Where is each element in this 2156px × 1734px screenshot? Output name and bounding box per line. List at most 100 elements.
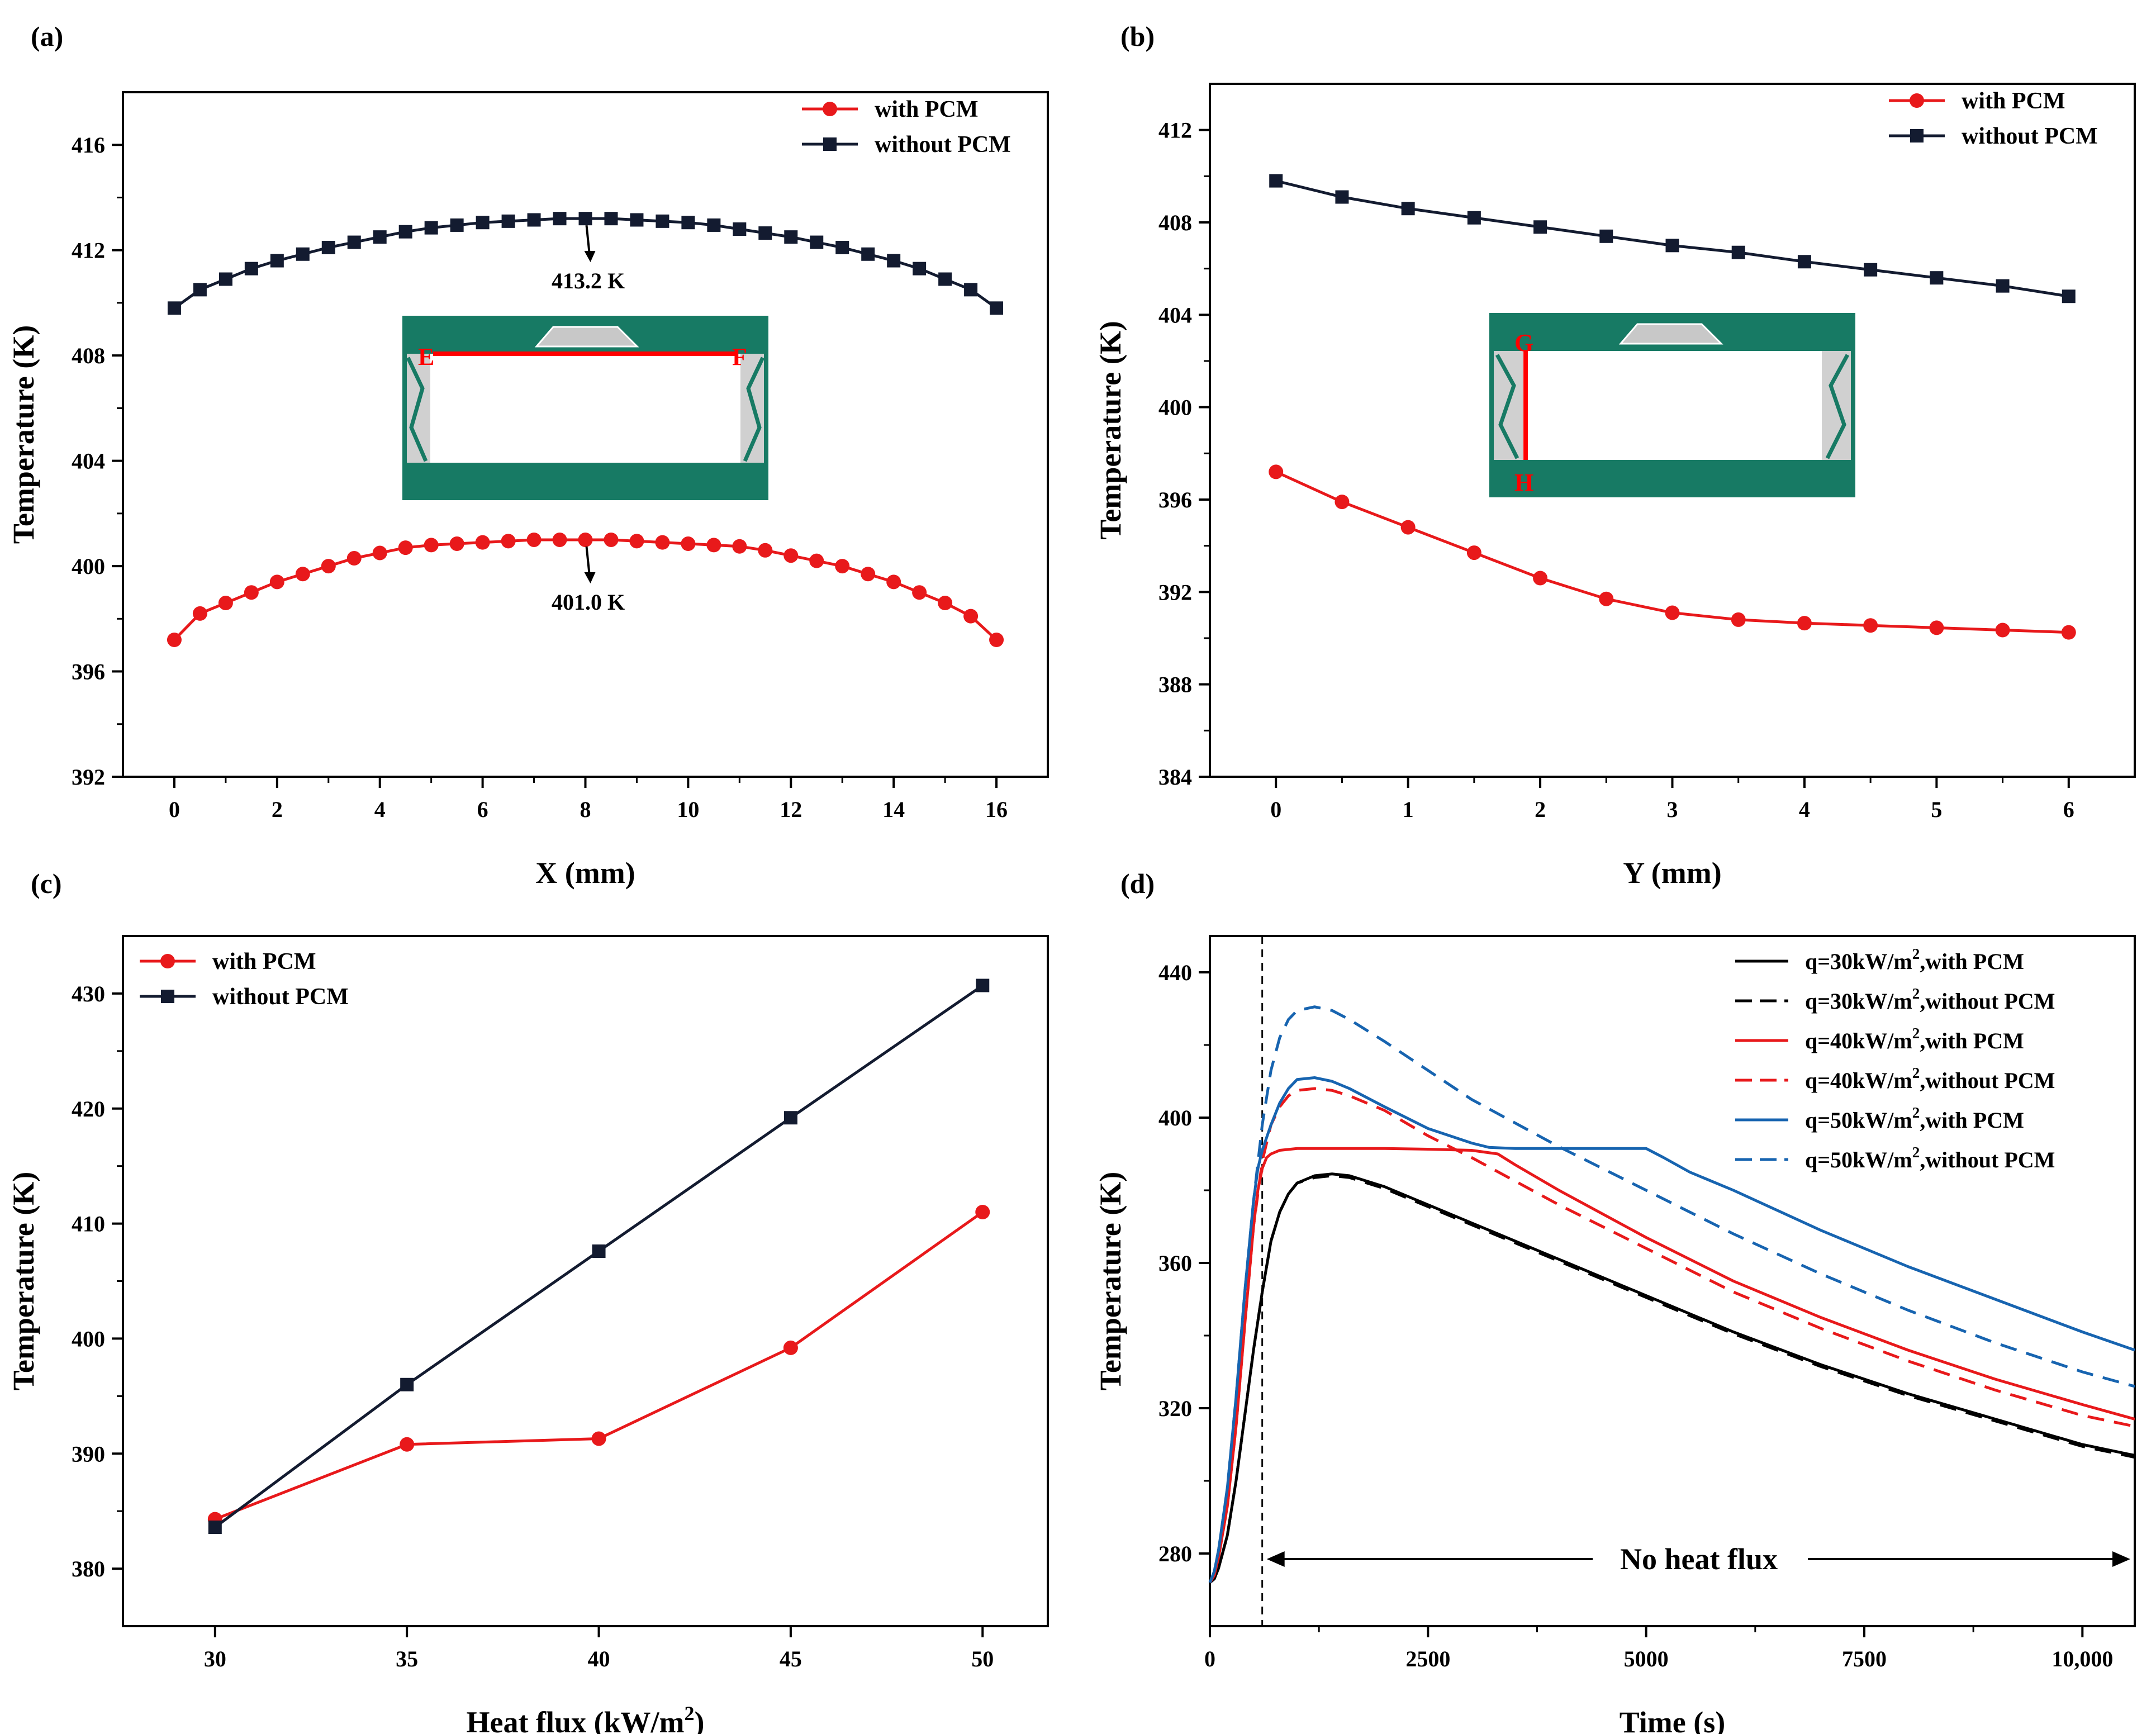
x-tick-label: 2 bbox=[272, 797, 283, 822]
data-point-with-pcm bbox=[732, 539, 747, 554]
data-point-without-pcm bbox=[604, 212, 618, 226]
data-point-with-pcm bbox=[1335, 495, 1350, 510]
x-tick-label: 0 bbox=[169, 797, 180, 822]
data-point-without-pcm bbox=[167, 301, 181, 315]
annotation-max-without-pcm: 413.2 K bbox=[552, 268, 625, 293]
inset-channel bbox=[1523, 351, 1822, 460]
panel-label-d: (d) bbox=[1120, 868, 1155, 899]
y-tick-label: 416 bbox=[72, 132, 105, 158]
plot-frame bbox=[1209, 935, 2136, 1627]
chart-panel-a: 0 2 4 6 8 10 12 14 16 392 396 400 404 408 412 416 X (mm)… bbox=[7, 91, 1049, 890]
x-axis-title: Y (mm) bbox=[1623, 856, 1721, 890]
x-tick-label: 2500 bbox=[1405, 1646, 1450, 1671]
data-point-with-pcm bbox=[346, 550, 362, 566]
data-point-without-pcm bbox=[193, 283, 207, 297]
data-point-without-pcm bbox=[1864, 263, 1878, 277]
x-tick-label: 0 bbox=[1270, 797, 1281, 822]
data-point-with-pcm bbox=[1797, 616, 1812, 631]
data-point-with-pcm bbox=[578, 532, 593, 547]
data-point-with-pcm bbox=[1466, 545, 1481, 560]
plot-frame bbox=[122, 935, 1049, 1627]
data-point-without-pcm bbox=[656, 214, 669, 228]
data-point-with-pcm bbox=[475, 535, 490, 550]
series-line-without-pcm bbox=[173, 217, 998, 310]
data-point-without-pcm bbox=[810, 235, 824, 249]
panel-label-c: (c) bbox=[31, 868, 62, 899]
inset-fin-right bbox=[1825, 354, 1850, 459]
data-point-without-pcm bbox=[707, 218, 721, 232]
y-tick-label: 412 bbox=[1158, 118, 1192, 143]
y-tick-label: 408 bbox=[72, 343, 105, 368]
data-point-with-pcm bbox=[1863, 618, 1878, 633]
data-point-without-pcm bbox=[219, 272, 232, 286]
x-tick-label: 30 bbox=[204, 1646, 226, 1671]
data-point-with-pcm bbox=[938, 596, 953, 611]
data-point-without-pcm bbox=[1533, 220, 1547, 234]
y-tick-label: 400 bbox=[1158, 395, 1192, 420]
legend-label-tail: ,with PCM bbox=[1920, 1028, 2024, 1053]
no-heat-flux-label: No heat flux bbox=[1620, 1542, 1778, 1576]
data-point-without-pcm bbox=[835, 240, 849, 254]
legend-label-sup: 2 bbox=[1912, 1025, 1920, 1042]
data-point-without-pcm bbox=[1665, 239, 1679, 253]
data-point-without-pcm bbox=[1599, 229, 1613, 243]
legend-label-name: q=50kW/m bbox=[1805, 1147, 1912, 1172]
inset-channel bbox=[430, 354, 740, 463]
x-tick-label: 8 bbox=[580, 797, 591, 822]
inset-fin-left bbox=[1495, 354, 1519, 459]
x-tick-label: 0 bbox=[1204, 1646, 1215, 1671]
legend-label: q=50kW/m2,with PCM bbox=[1805, 1104, 2024, 1133]
data-point-without-pcm bbox=[347, 235, 361, 249]
data-point-with-pcm bbox=[400, 1437, 415, 1452]
data-point-without-pcm bbox=[1401, 202, 1415, 216]
y-axis-title: Temperature (K) bbox=[1094, 1172, 1127, 1390]
legend-label-tail: ,without PCM bbox=[1920, 1068, 2055, 1093]
data-point-with-pcm bbox=[1731, 612, 1746, 627]
data-point-with-pcm bbox=[681, 536, 696, 552]
data-point-without-pcm bbox=[476, 216, 490, 230]
legend-marker bbox=[161, 990, 174, 1003]
legend-label: q=40kW/m2,with PCM bbox=[1805, 1025, 2024, 1053]
arrowhead-left bbox=[1266, 1551, 1285, 1567]
x-tick-label: 4 bbox=[1799, 797, 1810, 822]
y-tick-label: 430 bbox=[72, 981, 105, 1006]
legend-label: q=30kW/m2,with PCM bbox=[1805, 946, 2024, 974]
x-axis-title-sup: 2 bbox=[685, 1702, 695, 1725]
data-point-with-pcm bbox=[321, 559, 336, 574]
data-point-without-pcm bbox=[321, 240, 335, 254]
data-point-without-pcm bbox=[2062, 289, 2076, 303]
data-point-with-pcm bbox=[1995, 623, 2010, 638]
x-tick-label: 7500 bbox=[1842, 1646, 1887, 1671]
data-point-without-pcm bbox=[1335, 190, 1349, 204]
x-axis-title-tail: ) bbox=[695, 1706, 705, 1734]
legend-marker bbox=[823, 137, 837, 151]
data-point-without-pcm bbox=[208, 1520, 222, 1534]
data-point-with-pcm bbox=[989, 633, 1004, 647]
data-point-with-pcm bbox=[629, 534, 644, 549]
legend-marker bbox=[823, 102, 837, 116]
data-point-with-pcm bbox=[912, 585, 927, 600]
data-point-with-pcm bbox=[424, 538, 439, 553]
x-tick-label: 40 bbox=[588, 1646, 610, 1671]
data-point-with-pcm bbox=[706, 538, 721, 553]
legend-label-sup: 2 bbox=[1912, 946, 1920, 962]
inset-label-h: H bbox=[1514, 469, 1533, 496]
x-tick-label: 6 bbox=[2063, 797, 2074, 822]
y-tick-label: 400 bbox=[72, 1326, 105, 1351]
y-tick-label: 400 bbox=[1158, 1105, 1192, 1130]
legend-label-sup: 2 bbox=[1912, 1104, 1920, 1121]
legend-label: q=40kW/m2,without PCM bbox=[1805, 1065, 2055, 1093]
x-tick-label: 2 bbox=[1535, 797, 1546, 822]
y-axis-title: Temperature (K) bbox=[7, 1172, 40, 1390]
legend-label-name: q=50kW/m bbox=[1805, 1108, 1912, 1133]
y-tick-label: 388 bbox=[1158, 672, 1192, 697]
data-point-with-pcm bbox=[501, 534, 516, 549]
x-tick-label: 50 bbox=[971, 1646, 994, 1671]
x-axis-title: Heat flux (kW/m2) bbox=[467, 1702, 705, 1734]
inset-fin-right bbox=[743, 357, 765, 462]
data-point-without-pcm bbox=[592, 1244, 606, 1258]
x-tick-label: 3 bbox=[1667, 797, 1678, 822]
chart-panel-c: 30 35 40 45 50 380 390 400 410 420 430 Heat flux (k… bbox=[7, 935, 1049, 1734]
legend-label: without PCM bbox=[1962, 123, 2098, 149]
